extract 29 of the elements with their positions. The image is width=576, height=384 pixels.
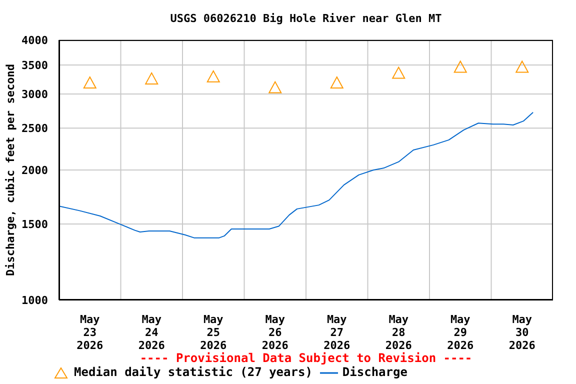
x-tick-label: May 25 2026 [200,313,227,352]
y-tick-label: 4000 [22,34,48,47]
line-series [59,112,534,238]
y-tick-label: 3500 [22,59,48,72]
point [145,72,158,84]
point [83,76,96,89]
y-tick-label: 2000 [22,164,48,177]
x-tick-label: May 23 2026 [76,313,104,352]
y-tick-label: 2500 [22,122,48,136]
point [516,60,529,73]
x-tick-label: May 29 2026 [447,313,474,352]
x-tick-label: May 27 2026 [324,313,350,352]
chart-title: USGS 06026210 Big Hole River near Glen MT [169,12,443,25]
text: ---- Provisional Data Subject to Revision ---- [138,351,474,365]
x-tick-label: May 24 2026 [138,313,166,352]
point [330,76,344,89]
point [268,81,282,94]
legend-label: Median daily statistic (27 years) [73,365,312,379]
x-tick-label: May 30 2026 [508,313,536,352]
y-tick-label: 1000 [22,294,48,307]
y-tick-label: 1500 [22,218,48,231]
point [392,66,406,79]
point [206,70,220,82]
x-tick-label: May 28 2026 [385,313,412,352]
y-axis-title: Discharge, cubic feet per second [4,63,18,278]
point [454,60,467,73]
x-tick-label: May 26 2026 [262,313,289,352]
legend-label: Discharge [341,365,408,379]
y-tick-label: 3000 [22,88,48,101]
